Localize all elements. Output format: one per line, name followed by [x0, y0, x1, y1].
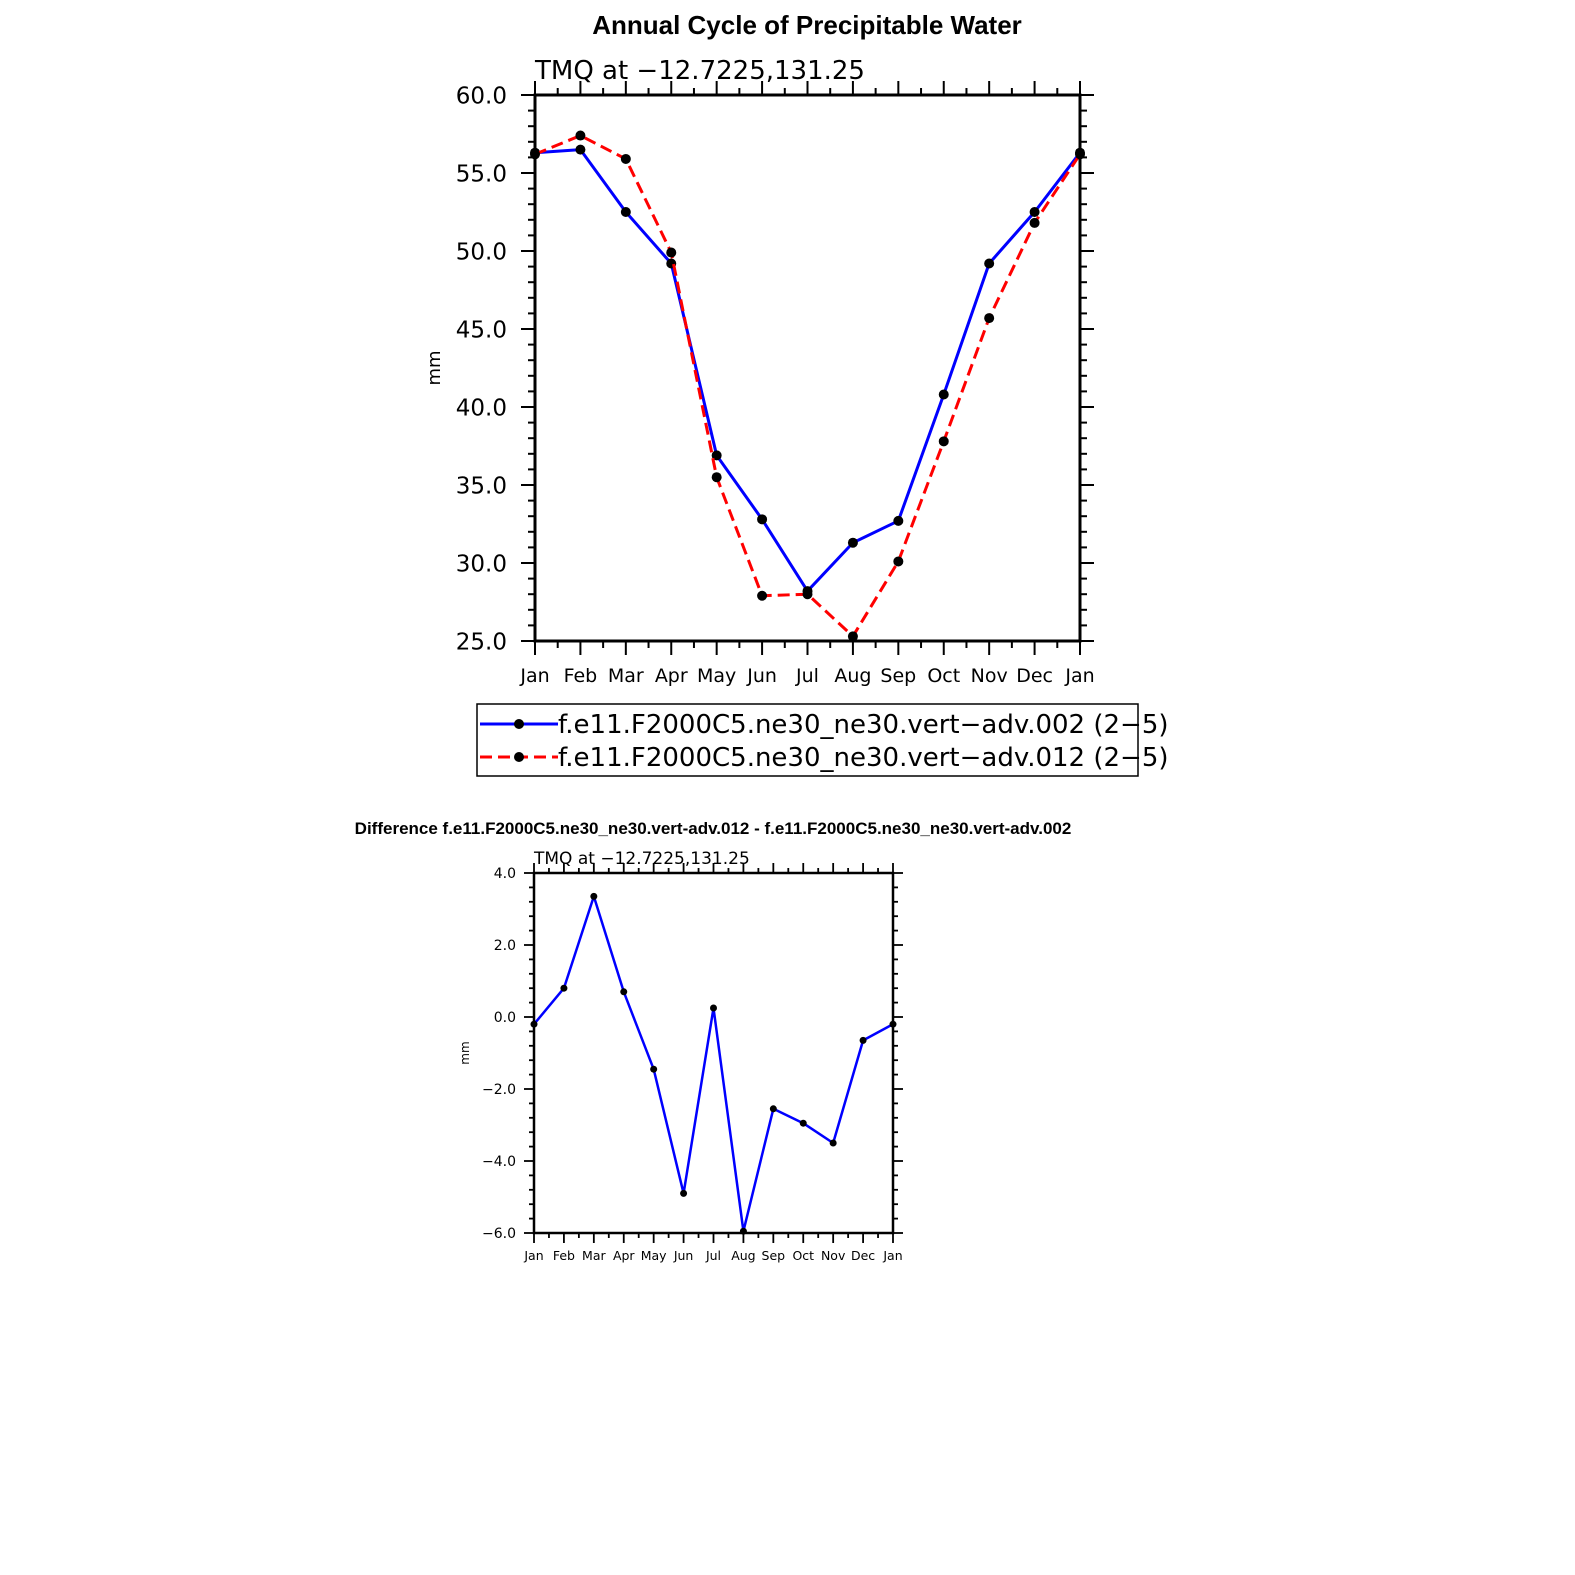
data-point	[710, 1004, 717, 1012]
x-tick-label: Jul	[795, 665, 819, 687]
x-tick-label: Aug	[731, 1248, 755, 1263]
data-point	[889, 1020, 897, 1028]
data-point	[530, 1020, 538, 1028]
x-tick-label: Nov	[821, 1248, 846, 1263]
plot-subtitle: TMQ at −12.7225,131.25	[533, 849, 750, 869]
y-tick-label: −4.0	[482, 1154, 516, 1170]
x-tick-label: Dec	[1016, 665, 1053, 687]
data-point	[1029, 207, 1040, 217]
y-axis-label: mm	[458, 1041, 472, 1064]
data-point	[530, 149, 540, 160]
x-tick-label: Jan	[1064, 665, 1094, 687]
data-point	[620, 988, 628, 996]
x-tick-label: Sep	[762, 1248, 786, 1263]
data-point	[847, 631, 858, 642]
y-tick-label: 55.0	[456, 161, 507, 187]
x-tick-label: May	[697, 665, 736, 687]
x-tick-label: Mar	[608, 665, 644, 687]
plot-frame	[532, 871, 895, 1235]
y-tick-label: 0.0	[494, 1010, 516, 1026]
y-tick-label: 40.0	[456, 395, 507, 421]
legend-box	[476, 703, 1139, 777]
data-point	[620, 153, 631, 164]
data-point	[1029, 217, 1040, 228]
y-tick-label: 4.0	[494, 866, 516, 882]
difference-plot: Jan Feb Mar Apr May Jun Jul Aug Sep Oct Nov Dec Jan−…	[458, 849, 903, 1263]
y-tick-label: −2.0	[482, 1082, 516, 1098]
data-point	[680, 1189, 688, 1197]
data-point	[938, 436, 949, 447]
x-tick-label: Jan	[882, 1248, 902, 1263]
x-tick-label: Apr	[655, 665, 688, 687]
x-tick-label: Aug	[834, 665, 871, 687]
x-tick-label: May	[641, 1248, 667, 1263]
legend: f.e11.F2000C5.ne30_ne30.vert−adv.002 (2−…	[476, 703, 1169, 777]
data-point	[757, 514, 768, 525]
plot-subtitle: TMQ at −12.7225,131.25	[534, 56, 865, 86]
x-tick-label: Jan	[523, 1248, 543, 1263]
data-point	[1075, 149, 1085, 160]
x-tick-label: Feb	[553, 1248, 575, 1263]
y-axis-label: mm	[424, 350, 445, 385]
data-point	[739, 1227, 747, 1235]
data-point	[847, 537, 858, 548]
data-point	[575, 130, 586, 141]
y-tick-label: 45.0	[456, 317, 507, 343]
data-point	[799, 1119, 807, 1127]
main-title: Annual Cycle of Precipitable Water	[592, 10, 1022, 40]
x-tick-label: Jul	[705, 1248, 721, 1263]
y-tick-label: −6.0	[482, 1226, 516, 1242]
plot-frame	[533, 93, 1082, 643]
legend-marker	[514, 752, 524, 762]
data-point	[711, 472, 722, 483]
data-point	[859, 1036, 867, 1044]
x-tick-label: Sep	[880, 665, 916, 687]
data-point	[711, 450, 722, 461]
series-line-1	[534, 148, 1082, 593]
data-point	[893, 515, 904, 526]
y-tick-label: 25.0	[456, 629, 507, 655]
data-point	[650, 1065, 658, 1073]
y-tick-label: 60.0	[456, 83, 507, 109]
data-point	[575, 144, 586, 155]
y-tick-label: 35.0	[456, 473, 507, 499]
x-tick-label: Apr	[613, 1248, 635, 1263]
series-line-1	[533, 895, 894, 1233]
x-tick-label: Mar	[582, 1248, 606, 1263]
x-tick-label: Oct	[927, 665, 960, 687]
series-line-2	[534, 134, 1082, 638]
y-tick-label: 30.0	[456, 551, 507, 577]
data-point	[620, 207, 631, 217]
data-point	[802, 589, 813, 600]
data-point	[560, 984, 568, 992]
data-point	[938, 389, 949, 400]
x-tick-label: Oct	[792, 1248, 814, 1263]
x-tick-label: Nov	[971, 665, 1008, 687]
y-tick-label: 50.0	[456, 239, 507, 265]
legend-label-2: f.e11.F2000C5.ne30_ne30.vert−adv.012 (2−…	[558, 743, 1169, 773]
precipitable-water-plot: Jan Feb Mar Apr May Jun Jul Aug Sep Oct Nov Dec Jan 2…	[424, 56, 1095, 687]
y-tick-label: 2.0	[494, 938, 516, 954]
data-point	[757, 590, 768, 601]
data-point	[984, 258, 995, 269]
legend-label-1: f.e11.F2000C5.ne30_ne30.vert−adv.002 (2−…	[558, 710, 1169, 740]
x-tick-label: Jun	[746, 665, 777, 687]
x-tick-label: Feb	[564, 665, 598, 687]
data-point	[666, 247, 677, 258]
x-tick-label: Jun	[673, 1248, 694, 1263]
data-point	[769, 1105, 777, 1113]
legend-marker	[514, 719, 524, 729]
data-point	[893, 556, 904, 567]
data-point	[984, 313, 995, 324]
data-point	[590, 892, 598, 900]
x-tick-label: Dec	[851, 1248, 875, 1263]
data-point	[829, 1139, 837, 1147]
x-tick-label: Jan	[519, 665, 549, 687]
difference-title: Difference f.e11.F2000C5.ne30_ne30.vert-…	[355, 819, 1072, 838]
